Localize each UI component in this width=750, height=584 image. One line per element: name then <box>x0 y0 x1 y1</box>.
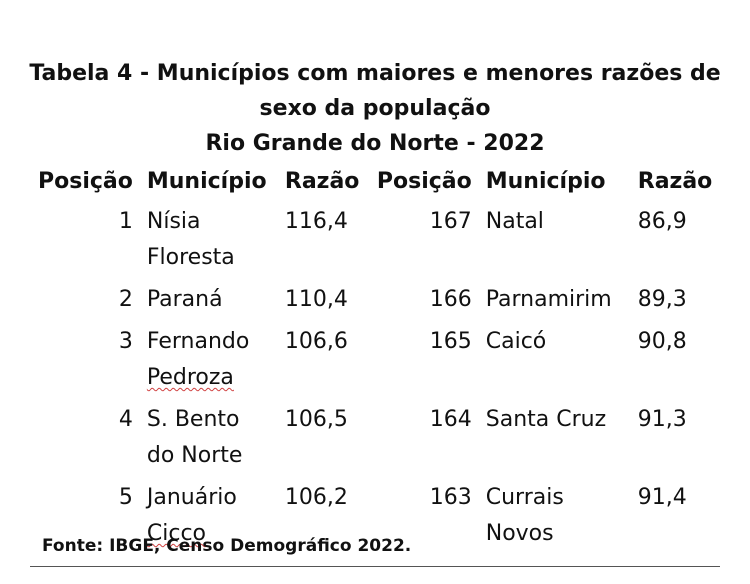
cell-municipio-a: Nísia Floresta <box>147 204 285 282</box>
cell-razao-b: 91,4 <box>637 485 687 510</box>
cell-municipio-b: Natal <box>486 204 638 282</box>
header-municipio-b: Município <box>485 169 606 194</box>
table-row: 4 S. Bento do Norte 106,5 164 Santa Cruz … <box>38 402 726 480</box>
cell-municipio-a: Paraná <box>147 282 285 324</box>
header-municipio-a: Município <box>146 169 267 194</box>
cell-razao-b: 89,3 <box>637 287 687 312</box>
cell-posicao-a: 5 <box>118 485 133 510</box>
cell-razao-b: 90,8 <box>637 329 687 354</box>
table-row: 1 Nísia Floresta 116,4 167 Natal 86,9 <box>38 204 726 282</box>
cell-posicao-b: 166 <box>429 287 472 312</box>
cell-posicao-a: 4 <box>118 407 133 432</box>
municipio-b-line-1: Santa Cruz <box>485 407 607 432</box>
cell-municipio-a: Januário Cicco <box>147 480 285 558</box>
municipio-b-line-1: Caicó <box>485 329 547 354</box>
municipio-b-line-1: Parnamirim <box>485 287 612 312</box>
cell-razao-a: 116,4 <box>284 209 348 234</box>
municipio-b-line-2: Novos <box>485 521 554 546</box>
cell-posicao-a: 2 <box>118 287 133 312</box>
cell-razao-a: 106,6 <box>284 329 348 354</box>
cell-razao-a: 106,5 <box>284 407 348 432</box>
header-posicao-b: Posição <box>376 169 472 194</box>
source-note: Fonte: IBGE, Censo Demográfico 2022. <box>42 536 412 556</box>
cell-posicao-b: 163 <box>429 485 472 510</box>
cell-municipio-b: Currais Novos <box>486 480 638 558</box>
cell-posicao-b: 164 <box>429 407 472 432</box>
municipio-a-line-2: Pedroza <box>146 365 234 390</box>
cell-municipio-a: S. Bento do Norte <box>147 402 285 480</box>
municipio-b-line-1: Currais <box>485 485 564 510</box>
cell-razao-a: 106,2 <box>284 485 348 510</box>
municipio-a-line-1: Fernando <box>146 329 250 354</box>
table-row: 2 Paraná 110,4 166 Parnamirim 89,3 <box>38 282 726 324</box>
title-line-2: sexo da população <box>259 96 491 121</box>
cell-razao-b: 91,3 <box>637 407 687 432</box>
municipio-a-line-2: Floresta <box>146 245 235 270</box>
header-razao-a: Razão <box>284 169 360 194</box>
cell-razao-b: 86,9 <box>637 209 687 234</box>
data-table: Posição Município Razão Posição Municípi… <box>38 164 726 558</box>
municipio-a-line-1: S. Bento <box>146 407 240 432</box>
municipio-a-line-1: Januário <box>146 485 237 510</box>
header-row: Posição Município Razão Posição Municípi… <box>38 164 726 204</box>
title-line-1: Tabela 4 - Municípios com maiores e meno… <box>29 61 721 86</box>
cell-posicao-a: 3 <box>118 329 133 354</box>
cell-posicao-a: 1 <box>118 209 133 234</box>
municipio-a-line-1: Nísia <box>146 209 201 234</box>
cell-municipio-b: Caicó <box>486 324 638 402</box>
municipio-b-line-1: Natal <box>485 209 544 234</box>
cell-municipio-a: Fernando Pedroza <box>147 324 285 402</box>
table-title: Tabela 4 - Municípios com maiores e meno… <box>20 56 730 161</box>
header-posicao-a: Posição <box>38 169 133 194</box>
cell-posicao-b: 165 <box>429 329 472 354</box>
cell-razao-a: 110,4 <box>284 287 348 312</box>
cell-municipio-b: Santa Cruz <box>486 402 638 480</box>
header-razao-b: Razão <box>637 169 713 194</box>
table-row: 5 Januário Cicco 106,2 163 Currais Novos 9… <box>38 480 726 558</box>
title-line-3: Rio Grande do Norte - 2022 <box>205 131 545 156</box>
municipio-a-line-2: Cicco <box>146 521 206 546</box>
bottom-divider <box>30 566 720 567</box>
cell-municipio-b: Parnamirim <box>486 282 638 324</box>
cell-posicao-b: 167 <box>429 209 472 234</box>
municipio-a-line-2: do Norte <box>146 443 243 468</box>
table-row: 3 Fernando Pedroza 106,6 165 Caicó 90,8 <box>38 324 726 402</box>
municipio-a-line-1: Paraná <box>146 287 223 312</box>
